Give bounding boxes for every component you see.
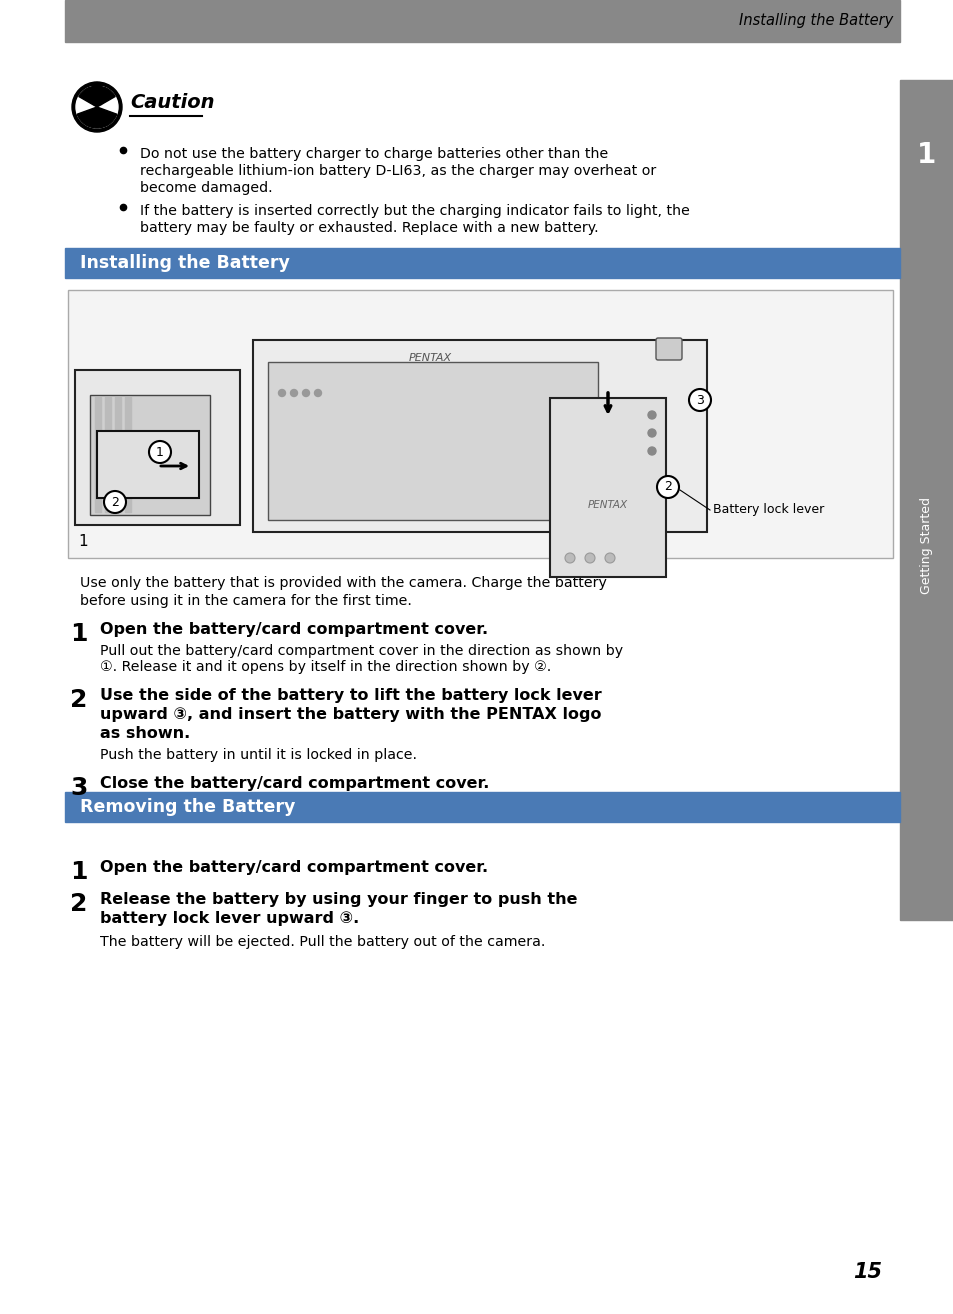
Text: PENTAX: PENTAX (587, 501, 627, 510)
Text: Installing the Battery: Installing the Battery (80, 254, 290, 272)
Text: 15: 15 (852, 1261, 882, 1282)
Text: 2: 2 (70, 689, 88, 712)
Text: before using it in the camera for the first time.: before using it in the camera for the fi… (80, 594, 412, 608)
Text: 1: 1 (70, 859, 88, 884)
Bar (125, 397, 131, 512)
Circle shape (584, 553, 595, 562)
Text: 1: 1 (78, 535, 88, 549)
Text: Close the battery/card compartment cover.: Close the battery/card compartment cover… (100, 777, 489, 791)
Text: 3: 3 (696, 393, 703, 406)
Text: Caution: Caution (130, 92, 214, 112)
Text: 2: 2 (111, 495, 119, 509)
Circle shape (71, 81, 122, 131)
Bar (268, 361, 598, 520)
Text: become damaged.: become damaged. (140, 181, 273, 194)
Circle shape (657, 476, 679, 498)
Circle shape (604, 553, 615, 562)
Circle shape (104, 491, 126, 512)
Text: Open the battery/card compartment cover.: Open the battery/card compartment cover. (100, 622, 488, 637)
Text: 2: 2 (663, 481, 671, 494)
Text: 3: 3 (70, 777, 88, 800)
Text: 2: 2 (70, 892, 88, 916)
Text: as shown.: as shown. (100, 727, 190, 741)
Text: Installing the Battery: Installing the Battery (738, 13, 892, 29)
Text: 1: 1 (917, 141, 936, 170)
Circle shape (564, 553, 575, 562)
Text: PENTAX: PENTAX (408, 353, 451, 363)
Circle shape (76, 85, 118, 127)
Wedge shape (79, 85, 115, 106)
Bar (90, 396, 210, 515)
Text: 1: 1 (70, 622, 88, 646)
Circle shape (688, 389, 710, 411)
Text: Push the battery in until it is locked in place.: Push the battery in until it is locked i… (100, 748, 416, 762)
Text: Open the battery/card compartment cover.: Open the battery/card compartment cover. (100, 859, 488, 875)
FancyBboxPatch shape (550, 398, 665, 577)
Bar (65, 792, 899, 823)
Bar (105, 397, 111, 512)
Text: ①. Release it and it opens by itself in the direction shown by ②.: ①. Release it and it opens by itself in … (100, 660, 551, 674)
FancyBboxPatch shape (253, 340, 706, 532)
Bar (899, 80, 953, 920)
Bar (115, 397, 121, 512)
Text: rechargeable lithium-ion battery D-LI63, as the charger may overheat or: rechargeable lithium-ion battery D-LI63,… (140, 164, 656, 177)
FancyBboxPatch shape (656, 338, 681, 360)
Circle shape (647, 447, 656, 455)
Wedge shape (77, 106, 116, 127)
Text: battery may be faulty or exhausted. Replace with a new battery.: battery may be faulty or exhausted. Repl… (140, 221, 598, 235)
Text: If the battery is inserted correctly but the charging indicator fails to light, : If the battery is inserted correctly but… (140, 204, 689, 218)
Text: Do not use the battery charger to charge batteries other than the: Do not use the battery charger to charge… (140, 147, 608, 162)
Circle shape (278, 389, 285, 397)
Circle shape (647, 428, 656, 438)
Circle shape (92, 83, 101, 92)
Circle shape (647, 411, 656, 419)
Circle shape (302, 389, 309, 397)
Bar (68, 290, 892, 558)
Text: Removing the Battery: Removing the Battery (80, 798, 295, 816)
Text: The battery will be ejected. Pull the battery out of the camera.: The battery will be ejected. Pull the ba… (100, 936, 545, 949)
Circle shape (291, 389, 297, 397)
Text: 1: 1 (156, 445, 164, 459)
Text: Getting Started: Getting Started (920, 497, 933, 594)
Text: Use only the battery that is provided with the camera. Charge the battery: Use only the battery that is provided wi… (80, 576, 606, 590)
Bar (95, 397, 101, 512)
FancyBboxPatch shape (97, 431, 199, 498)
Bar (92, 89, 101, 104)
Text: Release the battery by using your finger to push the: Release the battery by using your finger… (100, 892, 577, 907)
Bar (65, 248, 899, 279)
FancyBboxPatch shape (75, 371, 240, 526)
Bar (65, 0, 899, 42)
Text: upward ③, and insert the battery with the PENTAX logo: upward ③, and insert the battery with th… (100, 707, 601, 721)
Text: Pull out the battery/card compartment cover in the direction as shown by: Pull out the battery/card compartment co… (100, 644, 622, 658)
Text: Use the side of the battery to lift the battery lock lever: Use the side of the battery to lift the … (100, 689, 601, 703)
Circle shape (149, 442, 171, 463)
Text: battery lock lever upward ③.: battery lock lever upward ③. (100, 911, 359, 926)
Text: Battery lock lever: Battery lock lever (712, 503, 823, 516)
Circle shape (314, 389, 321, 397)
